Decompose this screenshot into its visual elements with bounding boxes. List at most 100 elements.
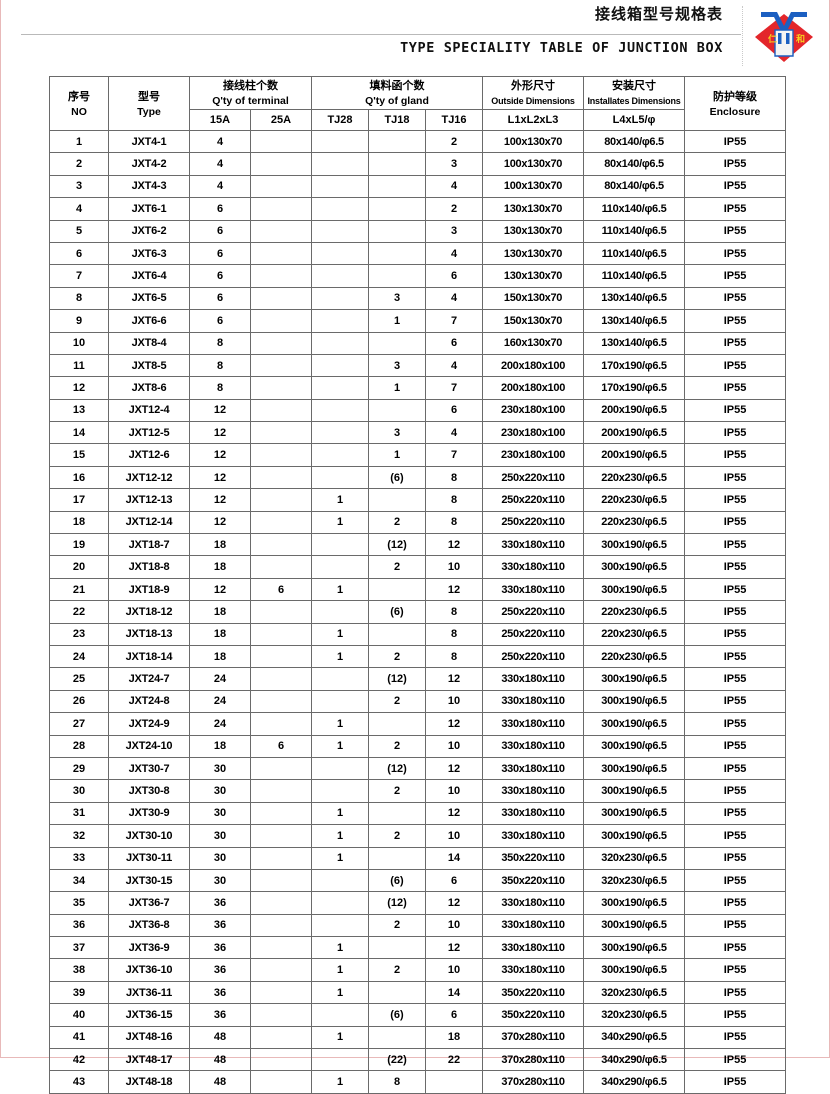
cell-15a: 6 (189, 264, 251, 288)
cell-enclosure: IP55 (684, 488, 787, 512)
cell-tj28 (311, 465, 369, 490)
cell-type: JXT12-6 (108, 443, 190, 467)
cell-15a: 36 (189, 913, 251, 938)
cell-tj16: 14 (424, 846, 484, 870)
cell-install: 80x140/φ6.5 (583, 174, 686, 199)
table-row: 5 JXT6-2 6 3 130x130x70 110x140/φ6.5 IP55 (49, 219, 787, 243)
cell-type: JXT12-4 (108, 398, 190, 423)
cell-type: JXT18-8 (108, 555, 190, 579)
cell-15a: 36 (189, 1003, 251, 1027)
cell-tj28 (311, 868, 369, 893)
company-diamond-logo: 仁 和 (747, 6, 821, 66)
cell-25a (250, 1003, 312, 1027)
cell-type: JXT24-8 (108, 689, 190, 714)
cell-no: 22 (49, 600, 109, 624)
cell-install: 200x190/φ6.5 (583, 421, 686, 445)
header-sub-outside: L1xL2xL3 (482, 109, 585, 131)
cell-type: JXT30-10 (108, 824, 190, 848)
cell-tj16: 4 (424, 353, 484, 378)
cell-25a (250, 891, 312, 915)
cell-15a: 4 (189, 129, 251, 154)
cell-outside: 200x180x100 (482, 353, 585, 378)
cell-15a: 8 (189, 376, 251, 400)
cell-install: 300x190/φ6.5 (583, 891, 686, 915)
cell-outside: 250x220x110 (482, 510, 585, 535)
cell-15a: 6 (189, 309, 251, 333)
cell-no: 35 (49, 891, 109, 915)
cell-tj18: 2 (368, 958, 426, 982)
cell-install: 300x190/φ6.5 (583, 936, 686, 960)
cell-outside: 330x180x110 (482, 689, 585, 714)
cell-install: 300x190/φ6.5 (583, 734, 686, 758)
cell-15a: 18 (189, 600, 251, 624)
table-row: 37 JXT36-9 36 1 12 330x180x110 300x190/φ6.5 IP5… (49, 936, 787, 960)
cell-type: JXT12-13 (108, 488, 190, 512)
table-row: 34 JXT30-15 30 (6) 6 350x220x110 320x230/φ6.5 I… (49, 868, 787, 893)
header-outside-en: Outside Dimensions (491, 96, 575, 106)
cell-tj18: 3 (368, 421, 426, 445)
cell-tj16: 7 (424, 376, 484, 400)
svg-text:和: 和 (795, 33, 805, 45)
header-install-en: Installates Dimensions (587, 96, 681, 106)
cell-25a (250, 465, 312, 490)
cell-enclosure: IP55 (684, 286, 787, 311)
cell-enclosure: IP55 (684, 443, 787, 467)
specification-table: 序号 NO 型号 Type 接线柱个数 Q'ty of terminal 填料函… (49, 76, 787, 1094)
cell-no: 13 (49, 398, 109, 423)
specification-table-container: 序号 NO 型号 Type 接线柱个数 Q'ty of terminal 填料函… (49, 76, 787, 1094)
cell-25a: 6 (250, 734, 312, 758)
cell-enclosure: IP55 (684, 734, 787, 758)
cell-outside: 250x220x110 (482, 622, 585, 646)
cell-no: 19 (49, 533, 109, 557)
cell-enclosure: IP55 (684, 980, 787, 1005)
cell-tj16: 7 (424, 443, 484, 467)
cell-type: JXT6-5 (108, 286, 190, 311)
cell-outside: 330x180x110 (482, 936, 585, 960)
cell-tj28 (311, 913, 369, 938)
cell-install: 300x190/φ6.5 (583, 958, 686, 982)
cell-tj28: 1 (311, 846, 369, 870)
cell-outside: 130x130x70 (482, 264, 585, 288)
cell-enclosure: IP55 (684, 958, 787, 982)
cell-install: 110x140/φ6.5 (583, 241, 686, 266)
cell-25a (250, 936, 312, 960)
cell-outside: 250x220x110 (482, 644, 585, 669)
title-english: TYPE SPECIALITY TABLE OF JUNCTION BOX (400, 40, 723, 56)
cell-tj16: 10 (424, 824, 484, 848)
cell-tj28 (311, 443, 369, 467)
table-row: 26 JXT24-8 24 2 10 330x180x110 300x190/φ6.5 IP5… (49, 689, 787, 714)
cell-25a (250, 980, 312, 1005)
cell-outside: 370x280x110 (482, 1070, 585, 1094)
cell-tj18 (368, 622, 426, 646)
cell-install: 300x190/φ6.5 (583, 555, 686, 579)
cell-tj28: 1 (311, 577, 369, 602)
cell-type: JXT8-5 (108, 353, 190, 378)
cell-15a: 30 (189, 756, 251, 781)
cell-25a (250, 913, 312, 938)
cell-tj18: 3 (368, 353, 426, 378)
cell-25a (250, 1025, 312, 1050)
cell-install: 130x140/φ6.5 (583, 331, 686, 355)
cell-tj18: 3 (368, 286, 426, 311)
cell-tj28 (311, 600, 369, 624)
cell-tj28 (311, 241, 369, 266)
cell-install: 320x230/φ6.5 (583, 980, 686, 1005)
cell-25a (250, 219, 312, 243)
cell-15a: 18 (189, 644, 251, 669)
cell-install: 110x140/φ6.5 (583, 219, 686, 243)
cell-type: JXT30-9 (108, 801, 190, 826)
cell-enclosure: IP55 (684, 1070, 787, 1094)
cell-tj18: 2 (368, 644, 426, 669)
cell-25a (250, 779, 312, 803)
cell-install: 320x230/φ6.5 (583, 846, 686, 870)
cell-enclosure: IP55 (684, 644, 787, 669)
cell-15a: 12 (189, 443, 251, 467)
table-row: 4 JXT6-1 6 2 130x130x70 110x140/φ6.5 IP55 (49, 197, 787, 221)
cell-enclosure: IP55 (684, 219, 787, 243)
header-type: 型号 Type (108, 76, 190, 131)
cell-enclosure: IP55 (684, 398, 787, 423)
cell-type: JXT6-2 (108, 219, 190, 243)
cell-enclosure: IP55 (684, 801, 787, 826)
cell-outside: 330x180x110 (482, 734, 585, 758)
cell-enclosure: IP55 (684, 712, 787, 736)
